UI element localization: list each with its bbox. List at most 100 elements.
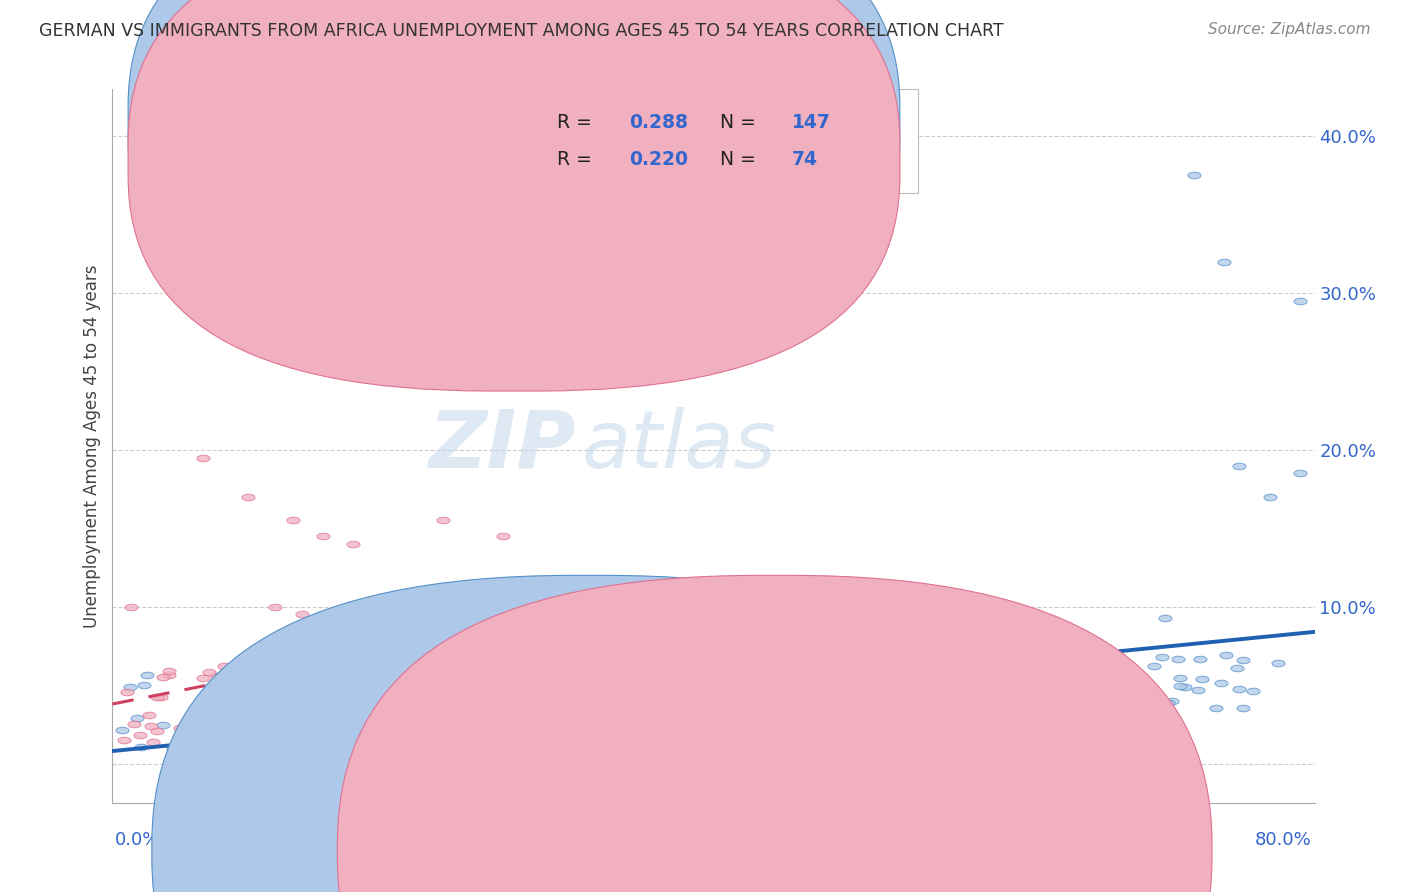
Point xyxy=(226,712,249,726)
Point xyxy=(314,693,336,707)
Point xyxy=(162,740,184,755)
Point xyxy=(949,669,972,683)
Point xyxy=(817,724,839,739)
Point xyxy=(837,664,859,678)
Point xyxy=(363,686,385,700)
Point xyxy=(1227,682,1250,697)
Point xyxy=(727,673,749,687)
Point xyxy=(471,693,494,707)
Point xyxy=(447,710,470,724)
Point xyxy=(328,709,350,723)
Point xyxy=(692,713,714,727)
Point xyxy=(146,690,169,705)
Point xyxy=(249,725,271,739)
Point xyxy=(586,703,609,717)
Text: 0.220: 0.220 xyxy=(630,150,689,169)
Point xyxy=(187,737,209,751)
Point xyxy=(207,702,229,716)
Point xyxy=(152,670,174,684)
Point xyxy=(146,723,169,738)
Point xyxy=(678,715,700,730)
Point xyxy=(1026,697,1049,711)
Point xyxy=(441,701,464,715)
Point xyxy=(956,616,979,631)
Point xyxy=(396,714,419,728)
Point xyxy=(823,700,845,714)
Point xyxy=(1039,626,1062,640)
Point xyxy=(531,723,554,738)
Point xyxy=(588,677,610,691)
Point xyxy=(136,668,159,682)
Point xyxy=(492,529,515,543)
Point xyxy=(1241,684,1264,698)
Point xyxy=(173,719,195,733)
Point xyxy=(125,711,148,725)
Point xyxy=(295,715,318,730)
Point xyxy=(152,718,174,732)
Point xyxy=(1232,701,1254,715)
FancyBboxPatch shape xyxy=(456,89,918,193)
Point xyxy=(336,703,359,717)
Point xyxy=(1060,675,1083,690)
Point xyxy=(276,729,298,743)
Point xyxy=(307,640,329,655)
Point xyxy=(150,690,173,705)
Point xyxy=(1226,661,1249,675)
Point xyxy=(285,660,308,674)
Point xyxy=(111,723,134,737)
Point xyxy=(1002,697,1025,711)
Point xyxy=(495,711,517,725)
Point xyxy=(907,698,929,712)
Point xyxy=(865,696,887,710)
Point xyxy=(283,698,305,712)
Point xyxy=(1189,651,1212,665)
Point xyxy=(405,721,427,735)
Point xyxy=(430,709,453,723)
Point xyxy=(174,715,197,730)
Point xyxy=(703,669,725,683)
Point xyxy=(1002,691,1025,706)
Point xyxy=(1187,683,1209,698)
Point xyxy=(132,678,155,692)
Point xyxy=(675,678,697,692)
Text: 147: 147 xyxy=(792,113,831,132)
Point xyxy=(399,711,422,725)
Point xyxy=(398,676,420,690)
Point xyxy=(773,706,796,721)
Point xyxy=(269,705,291,719)
Point xyxy=(645,640,668,655)
Point xyxy=(894,680,917,694)
Point xyxy=(682,700,704,714)
Point xyxy=(682,724,704,739)
Point xyxy=(246,702,269,716)
Point xyxy=(686,722,709,736)
Point xyxy=(262,723,284,737)
Point xyxy=(321,681,343,695)
Point xyxy=(935,702,957,716)
Text: atlas: atlas xyxy=(581,407,776,485)
Point xyxy=(1150,650,1173,665)
Point xyxy=(239,724,262,739)
Point xyxy=(640,688,662,702)
Point xyxy=(342,673,364,687)
Point xyxy=(120,680,142,694)
Point xyxy=(1160,694,1182,708)
Point xyxy=(1156,696,1178,710)
Point xyxy=(281,514,304,528)
Point xyxy=(193,715,215,730)
Point xyxy=(938,705,960,719)
Point xyxy=(367,721,389,735)
Point xyxy=(718,636,741,650)
Point xyxy=(1258,490,1281,504)
Point xyxy=(1215,648,1237,662)
Point xyxy=(1039,670,1062,684)
Point xyxy=(382,679,405,693)
Point xyxy=(620,696,643,710)
Point xyxy=(799,714,821,729)
Point xyxy=(309,730,332,744)
Point xyxy=(396,702,419,716)
Point xyxy=(228,710,250,724)
Point xyxy=(411,716,433,731)
Point xyxy=(432,514,454,528)
Point xyxy=(322,693,344,707)
